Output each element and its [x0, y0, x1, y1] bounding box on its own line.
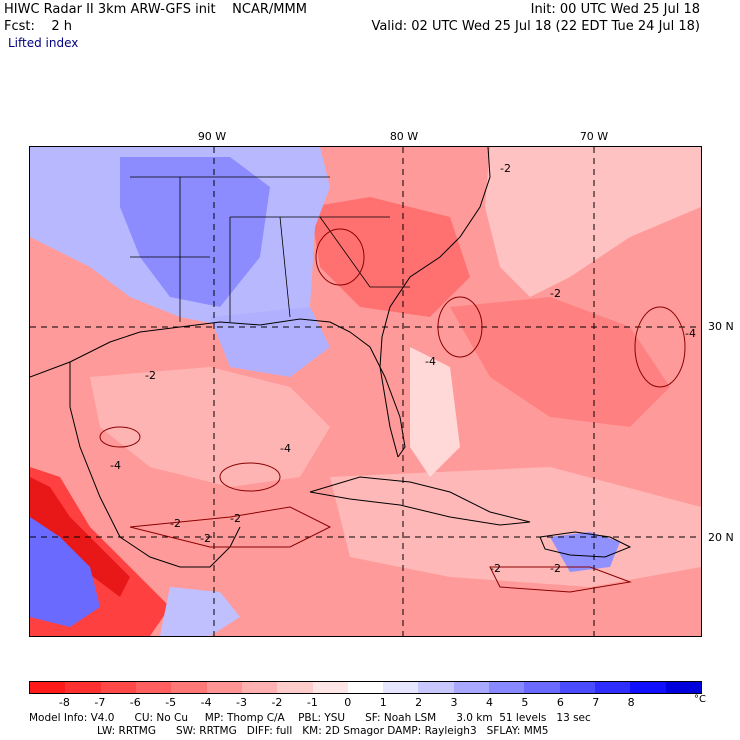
- colorbar-box: [135, 682, 172, 693]
- colorbar-tick-label: 1: [379, 696, 387, 709]
- contour-south: [489, 566, 632, 593]
- light-region-southeast: [410, 347, 460, 477]
- stable-region-hispaniola: [550, 532, 620, 572]
- lat-label-30n: 30 N: [708, 320, 734, 333]
- colorbar-tick-label: -6: [129, 696, 141, 709]
- colorbar-tick-label: -3: [236, 696, 247, 709]
- state-border-4: [279, 216, 291, 318]
- strong-region-carolinas: [310, 197, 470, 317]
- stable-region-core: [120, 157, 270, 307]
- contour-carolinas: [315, 228, 365, 286]
- map-title: HIWC Radar II 3km ARW-GFS init NCAR/MMM: [4, 2, 307, 17]
- colorbar-box: [665, 682, 701, 693]
- colorbar-box: [630, 682, 666, 693]
- contour-label: -2: [170, 517, 181, 530]
- light-region-atlantic: [485, 147, 701, 297]
- contour-label: -2: [145, 369, 156, 382]
- colorbar-box: [453, 682, 490, 693]
- stable-region-yucatan: [160, 587, 240, 636]
- contour-label: -2: [550, 562, 561, 575]
- colorbar-tick-label: 0: [344, 696, 352, 709]
- field-name: Lifted index: [8, 36, 79, 50]
- colorbar-box: [65, 682, 101, 693]
- colorbar-tick-label: -4: [200, 696, 212, 709]
- footer-line-2: LW: RRTMG SW: RRTMG DIFF: full KM: 2D Sm…: [97, 725, 549, 737]
- strong-region-atlantic: [450, 297, 670, 427]
- colorbar-box: [30, 682, 66, 693]
- colorbar-box: [171, 682, 207, 693]
- colorbar-tick-label: 8: [627, 696, 635, 709]
- colorbar-box: [100, 682, 136, 693]
- coastline-atlantic: [379, 147, 491, 458]
- contour-label: -2: [200, 532, 211, 545]
- colorbar-box: [489, 682, 525, 693]
- footer-line-1: Model Info: V4.0 CU: No Cu MP: Thomp C/A…: [29, 712, 591, 724]
- colorbar-tick-label: 6: [556, 696, 564, 709]
- colorbar-tick-label: -1: [306, 696, 318, 709]
- contour-caribbean: [129, 506, 332, 548]
- lon-label-90w: 90 W: [197, 130, 227, 143]
- contour-label: -4: [425, 355, 436, 368]
- colorbar-box: [383, 682, 419, 693]
- contour-atlantic-2: [634, 306, 686, 388]
- lat-label-20n: 20 N: [708, 531, 734, 544]
- contour-label: -4: [110, 459, 121, 472]
- colorbar-box: [277, 682, 313, 693]
- valid-time: Valid: 02 UTC Wed 25 Jul 18 (22 EDT Tue …: [371, 19, 700, 34]
- colorbar-tick-label: -8: [58, 696, 70, 709]
- colorbar-box: [418, 682, 454, 693]
- stable-region-central-america: [30, 517, 100, 627]
- contour-label: -2: [550, 287, 561, 300]
- colorbar-box: [347, 682, 384, 693]
- colorbar-tick-label: -5: [165, 696, 177, 709]
- contour-label: -2: [230, 512, 241, 525]
- contour-gulf-2: [219, 462, 281, 492]
- contour-atlantic-1: [437, 296, 483, 358]
- stable-region-gulf-coast: [210, 307, 330, 377]
- colorbar-tick-label: 2: [415, 696, 423, 709]
- colorbar-box: [524, 682, 560, 693]
- light-region-central-gulf: [90, 367, 330, 487]
- coastline-cuba: [309, 476, 531, 526]
- colorbar-tick-label: -7: [94, 696, 106, 709]
- colorbar-tick-label: -2: [271, 696, 283, 709]
- contour-label: -4: [280, 442, 291, 455]
- coastline-mexico: [69, 362, 241, 568]
- contour-label: -4: [685, 327, 696, 340]
- colorbar-unit: °C: [694, 694, 706, 705]
- colorbar: [29, 681, 702, 694]
- init-time: Init: 00 UTC Wed 25 Jul 18: [530, 2, 700, 17]
- contour-label: -2: [500, 162, 511, 175]
- contour-label: -2: [490, 562, 501, 575]
- colorbar-tick-label: 5: [521, 696, 529, 709]
- forecast-hour: Fcst: 2 h: [4, 19, 73, 34]
- lon-label-70w: 70 W: [579, 130, 609, 143]
- coastline-gulf: [30, 318, 406, 458]
- coastline-hispaniola: [539, 531, 632, 558]
- lon-label-80w: 80 W: [389, 130, 419, 143]
- colorbar-tick-label: 3: [450, 696, 458, 709]
- lifted-index-map: -2 -4 -2 -2 -4 -2 -2 -2 -4 -2 -2 -4: [29, 146, 702, 637]
- state-border-6: [319, 216, 410, 288]
- colorbar-tick-label: 7: [592, 696, 600, 709]
- colorbar-box: [206, 682, 242, 693]
- colorbar-tick-label: 4: [485, 696, 493, 709]
- colorbar-box: [312, 682, 348, 693]
- colorbar-box: [595, 682, 631, 693]
- colorbar-box: [559, 682, 595, 693]
- contour-gulf-1: [99, 426, 141, 448]
- colorbar-box: [241, 682, 278, 693]
